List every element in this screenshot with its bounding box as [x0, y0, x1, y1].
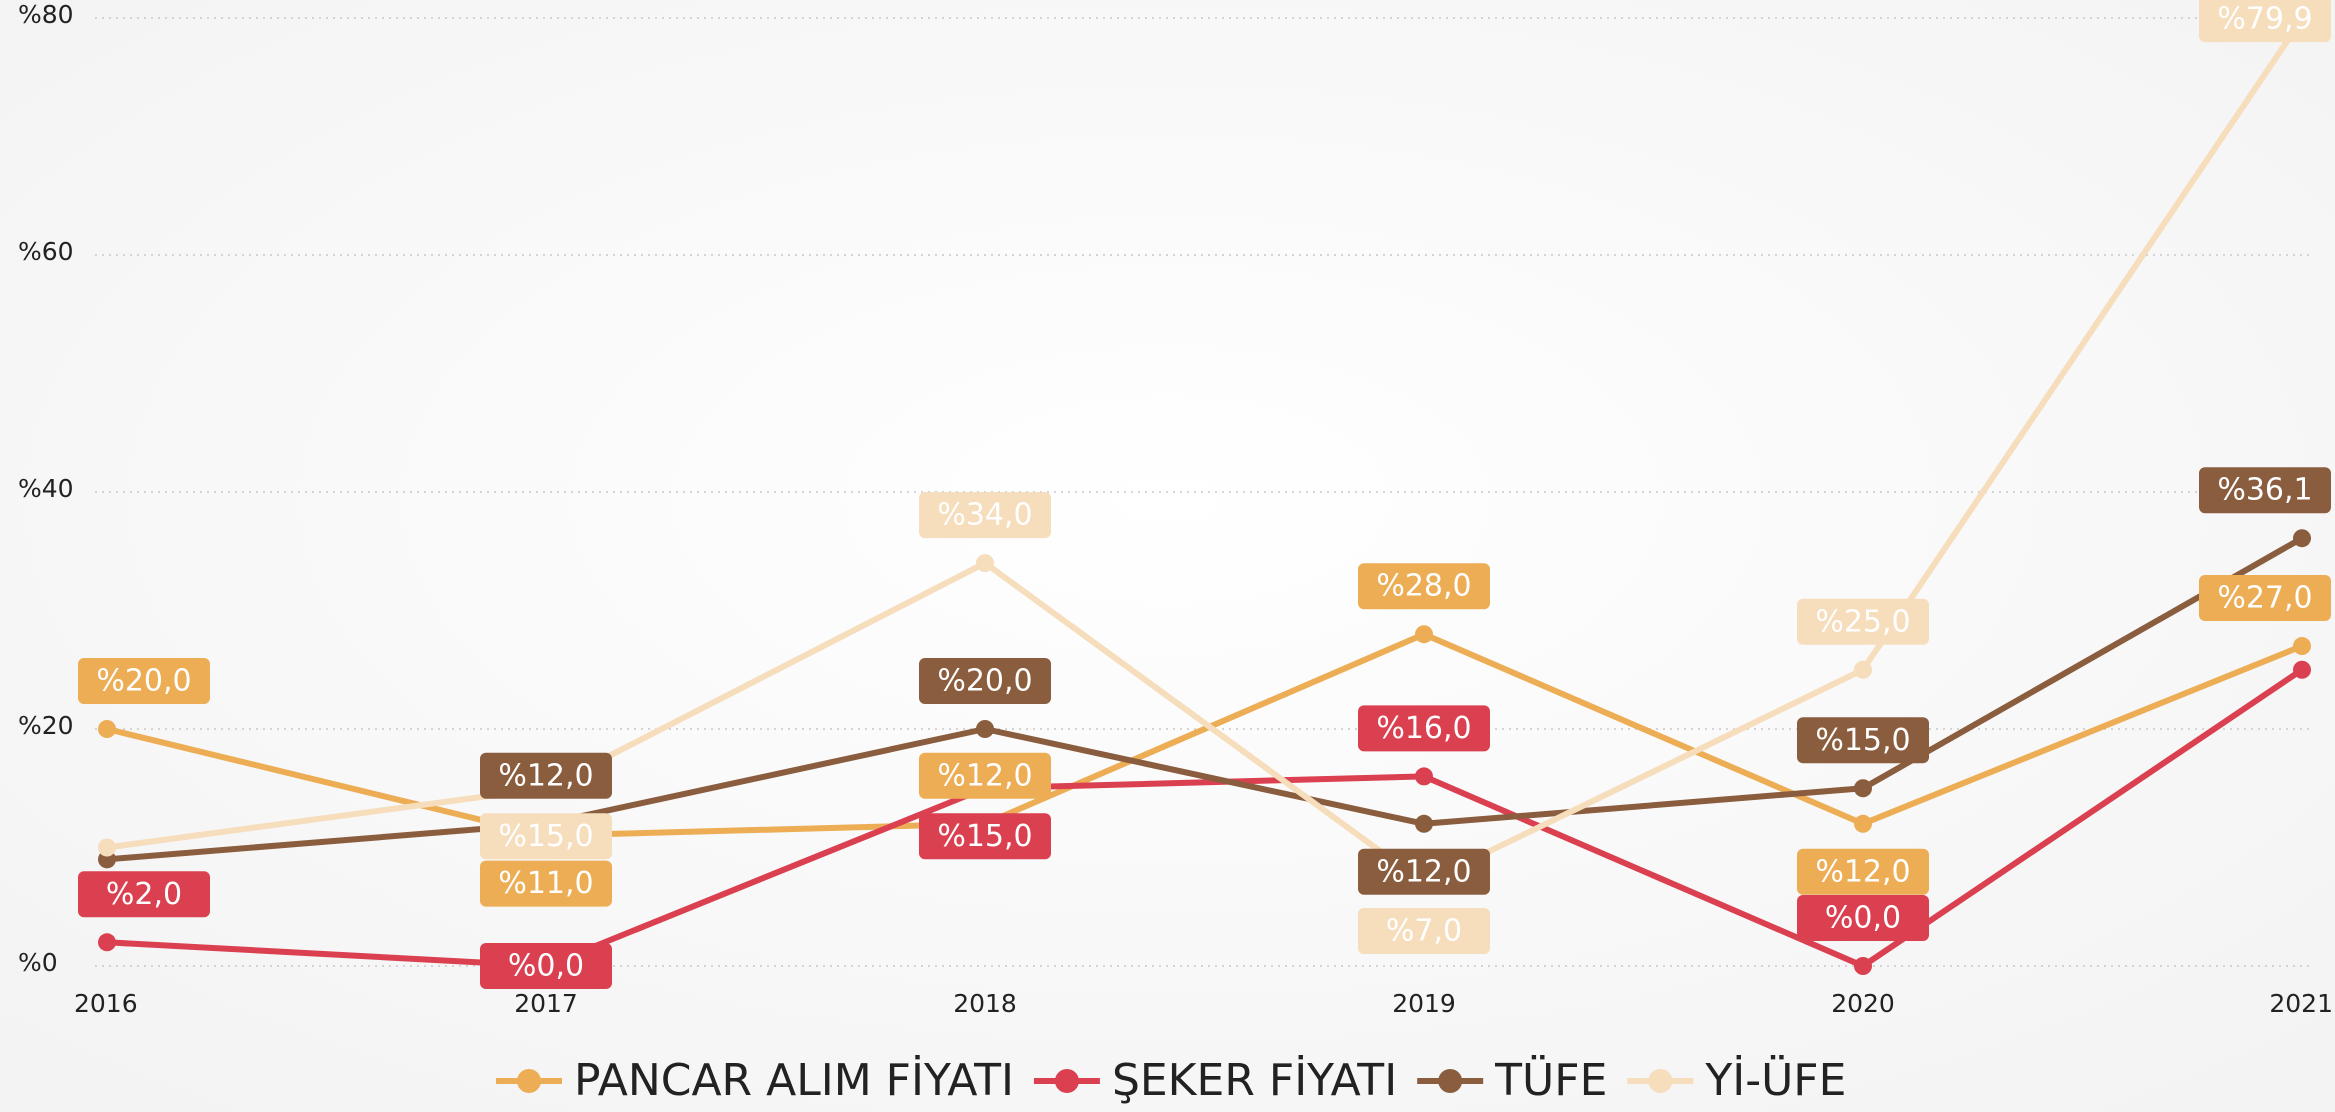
data-label-box [919, 813, 1051, 860]
data-label: %12,0 [1815, 854, 1910, 889]
data-label-box [78, 658, 210, 704]
data-point [98, 933, 116, 952]
data-label-box [480, 860, 612, 907]
data-point [1415, 767, 1433, 786]
data-label: %11,0 [498, 866, 593, 901]
data-label: %0,0 [508, 949, 584, 984]
series-line [106, 631, 2304, 839]
data-label: %0,0 [1825, 901, 1901, 936]
x-tick-label: 2019 [1392, 989, 1456, 1018]
data-label: %15,0 [937, 819, 1032, 854]
data-label-box [1358, 908, 1490, 955]
data-point [1854, 957, 1872, 975]
data-point [2293, 529, 2311, 548]
data-label-box [1358, 563, 1490, 610]
data-label: %12,0 [1376, 854, 1471, 889]
data-label-box [2199, 467, 2331, 514]
data-point [2293, 637, 2311, 656]
x-tick-label: 2021 [2269, 989, 2333, 1018]
data-label-box [919, 752, 1051, 799]
legend-label: PANCAR ALIM FİYATI [574, 1054, 1014, 1106]
data-label-box [1358, 848, 1490, 895]
grid: %0 %20 %40 %60 %80 2016 2017 2018 2019 2020 2021 [18, 0, 2333, 1018]
data-point [1415, 814, 1433, 833]
data-point [2293, 660, 2311, 679]
data-label-box [480, 813, 612, 860]
data-label: %2,0 [106, 877, 182, 912]
data-label-box [480, 943, 612, 989]
data-point [98, 838, 116, 857]
data-label: %20,0 [96, 664, 191, 699]
data-label: %12,0 [937, 758, 1032, 793]
data-label: %79,9 [2217, 2, 2312, 37]
legend-marker [1054, 1069, 1079, 1093]
x-tick-label: 2016 [74, 989, 138, 1018]
data-label-box [1358, 705, 1490, 752]
lines [98, 10, 2311, 975]
legend-marker [517, 1069, 541, 1093]
y-tick-label: %60 [18, 237, 74, 266]
legend-label: ŞEKER FİYATI [1112, 1054, 1397, 1106]
data-point [976, 554, 994, 573]
data-label: %25,0 [1815, 604, 1910, 639]
data-label-box [480, 752, 612, 799]
y-tick-label: %80 [18, 0, 74, 29]
data-label: %16,0 [1376, 711, 1471, 746]
data-label: %20,0 [937, 664, 1032, 699]
series-line [106, 535, 2304, 863]
series-line [106, 17, 2305, 887]
data-label-box [1797, 848, 1929, 895]
y-tick-label: %20 [18, 711, 74, 740]
legend-label: Yİ-ÜFE [1704, 1054, 1846, 1106]
data-point [1854, 660, 1872, 679]
x-tick-label: 2018 [953, 989, 1017, 1018]
data-label-box [1797, 895, 1929, 941]
data-label: %15,0 [498, 819, 593, 854]
data-label-box [919, 492, 1051, 539]
data-label-box [919, 658, 1051, 704]
data-label: %36,1 [2217, 473, 2312, 508]
data-label: %12,0 [498, 758, 593, 793]
legend-marker [1648, 1069, 1673, 1093]
data-label: %34,0 [937, 498, 1032, 533]
data-label-box [2199, 575, 2331, 622]
data-label-box [78, 871, 210, 918]
data-label: %28,0 [1376, 569, 1471, 604]
data-point [976, 720, 994, 738]
data-label-box [1797, 598, 1929, 645]
legend: PANCAR ALIM FİYATI ŞEKER FİYATI TÜFE Yİ-ÜFE [496, 1054, 1846, 1106]
series-line [106, 667, 2304, 969]
data-label: %27,0 [2217, 581, 2312, 616]
data-label: %7,0 [1386, 914, 1462, 949]
data-point [1854, 779, 1872, 798]
legend-marker [1438, 1069, 1463, 1093]
data-label-box [2199, 0, 2331, 43]
x-tick-label: 2017 [514, 989, 578, 1018]
y-tick-label: %0 [18, 948, 58, 977]
y-tick-label: %40 [18, 474, 74, 503]
data-label-box [1797, 717, 1929, 764]
x-tick-label: 2020 [1831, 989, 1895, 1018]
data-point [98, 720, 116, 738]
data-labels: %20,0 %11,0 %12,0 %28,0 %12,0 %27,0 %2,0 %0,0 %1… [78, 0, 2331, 989]
data-label: %15,0 [1815, 723, 1910, 758]
legend-label: TÜFE [1494, 1054, 1607, 1106]
data-point [1415, 625, 1433, 644]
data-point [1854, 814, 1872, 833]
